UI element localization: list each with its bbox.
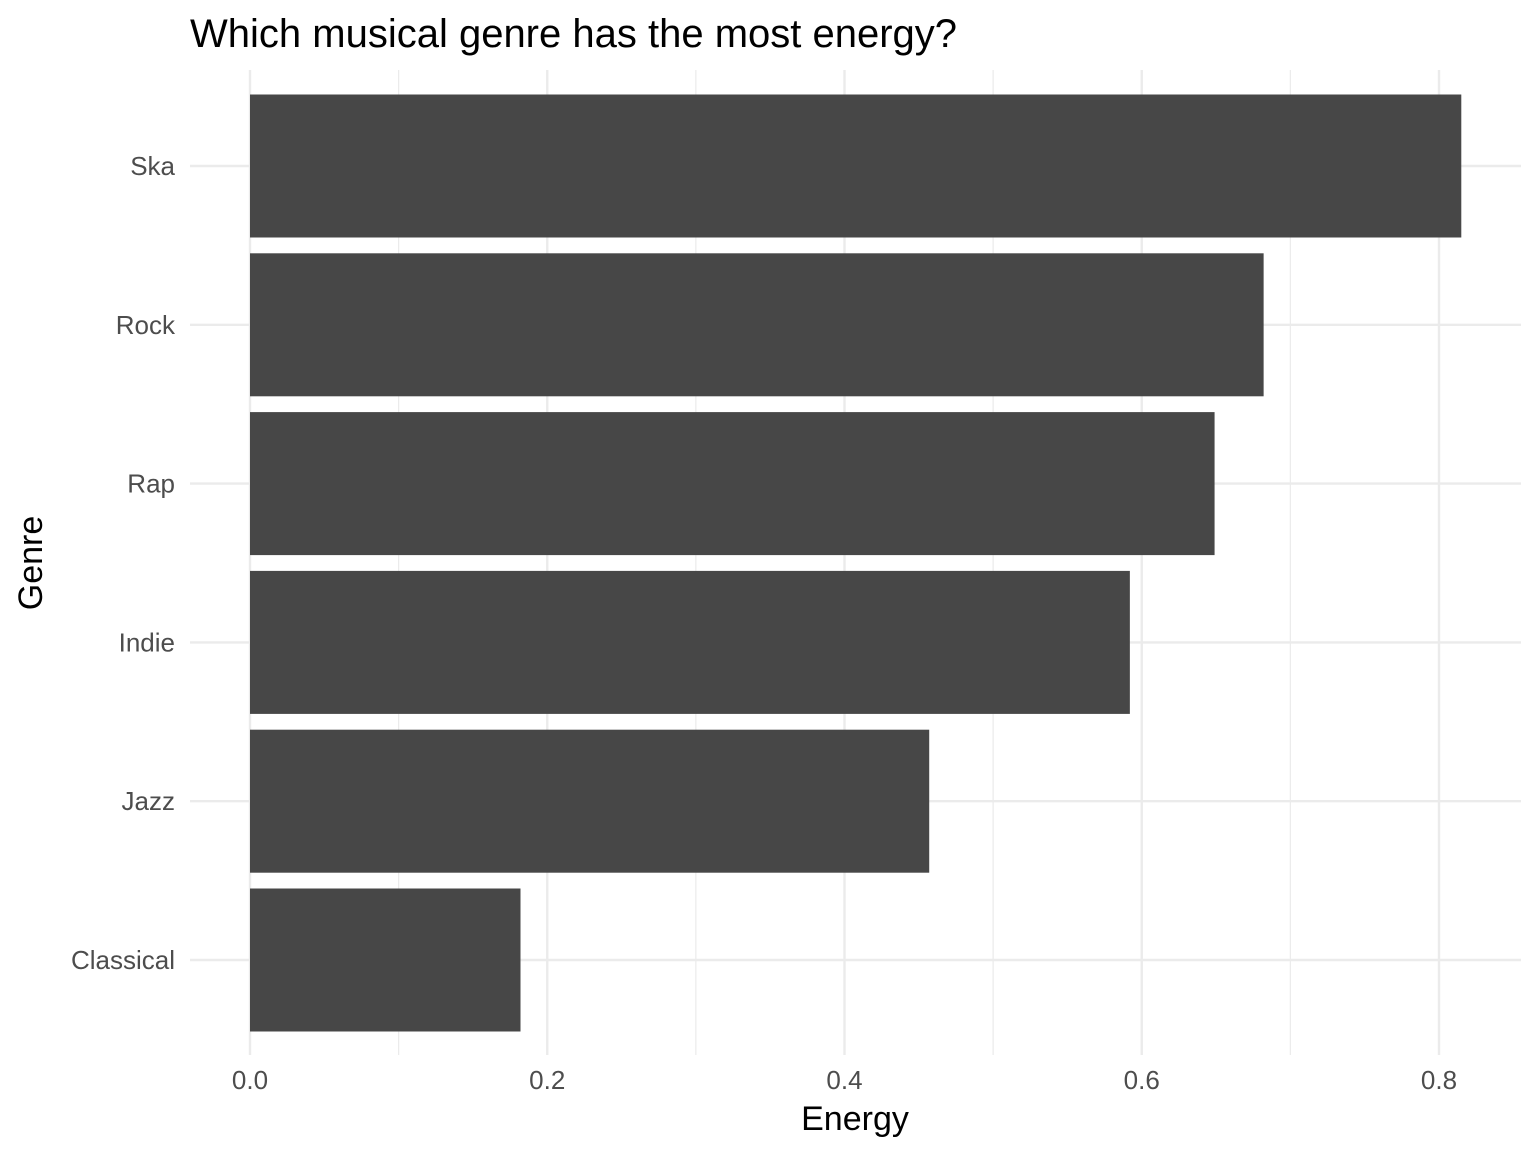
chart-title: Which musical genre has the most energy?	[190, 12, 957, 56]
bar-rap	[250, 412, 1215, 556]
bar-ska	[250, 94, 1462, 238]
x-tick-label: 0.8	[1421, 1065, 1457, 1095]
y-tick-label: Ska	[130, 151, 175, 181]
x-tick-label: 0.6	[1124, 1065, 1160, 1095]
y-tick-label: Classical	[71, 945, 175, 975]
bars	[250, 94, 1462, 1032]
x-axis-ticks: 0.0 0.2 0.4 0.6 0.8	[232, 1065, 1457, 1095]
bar-indie	[250, 570, 1130, 714]
y-axis-title: Genre	[12, 516, 50, 611]
bar-jazz	[250, 729, 930, 873]
x-axis-title: Energy	[801, 1100, 909, 1138]
y-tick-label: Jazz	[122, 786, 175, 816]
x-tick-label: 0.4	[826, 1065, 862, 1095]
x-tick-label: 0.2	[529, 1065, 565, 1095]
y-tick-label: Rock	[116, 310, 176, 340]
y-axis-ticks: Ska Rock Rap Indie Jazz Classical	[71, 151, 176, 975]
x-tick-label: 0.0	[232, 1065, 268, 1095]
y-tick-label: Rap	[127, 469, 175, 499]
bar-classical	[250, 888, 521, 1032]
y-tick-label: Indie	[119, 627, 175, 657]
bar-rock	[250, 253, 1264, 397]
